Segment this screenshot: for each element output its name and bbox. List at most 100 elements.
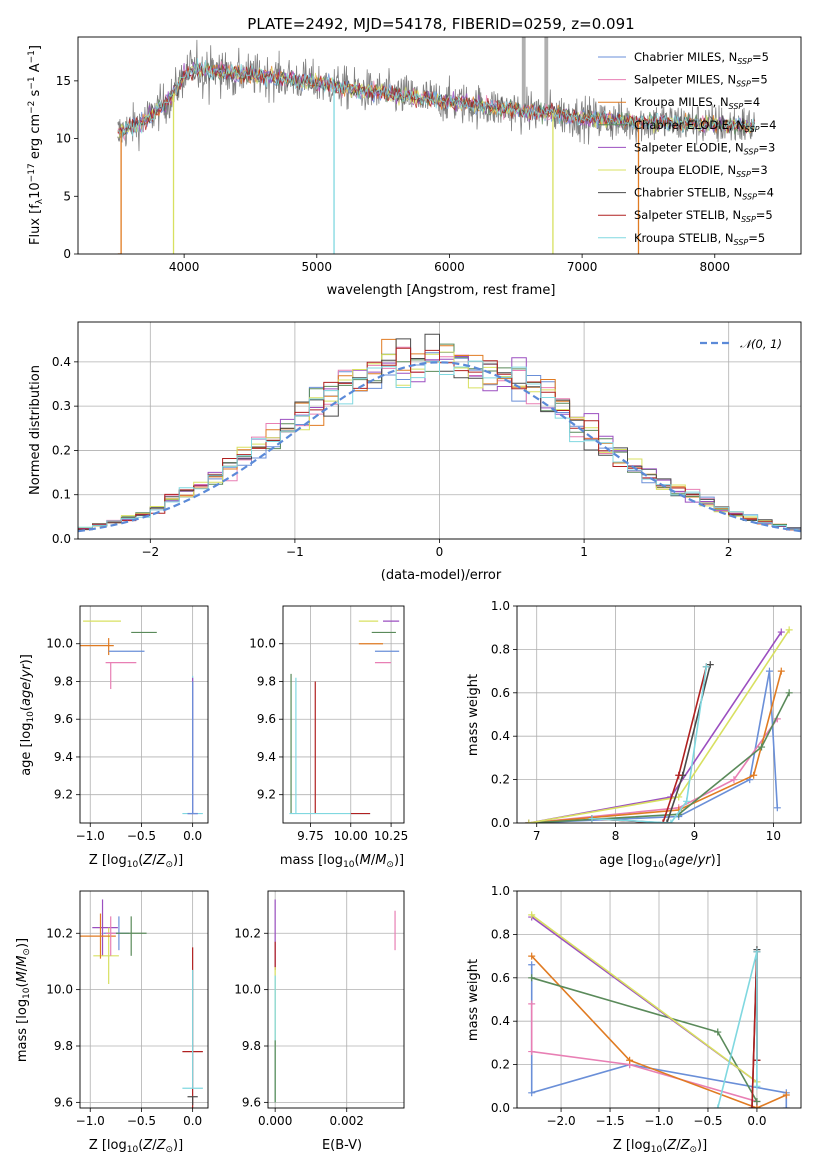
mass-vs-ebv-panel: 0.000 0.002 9.6 9.8 10.0 10.2 [234,890,405,1128]
weight-line [528,631,782,823]
weight-point [675,793,683,801]
y-tick-label: 10.0 [234,983,261,997]
weight-point [588,815,596,823]
x-tick-label: 10 [766,829,781,843]
plot-area [80,620,203,815]
w-age-ylabel: mass weight [466,674,481,756]
x-tick-label: 0.0 [183,829,202,843]
figure-title: PLATE=2492, MJD=54178, FIBERID=0259, z=0… [247,15,634,33]
weight-vs-z-panel: −2.0 −1.5 −1.0 −0.5 0.0 0.0 0.2 0.4 0.6 0.8 1.0 [491,884,802,1128]
x-tick-label: −2.0 [546,1114,575,1128]
legend-entry: 𝒩(0, 1) [740,337,782,351]
age-vs-z-panel: −1.0 −0.5 0.0 9.2 9.4 9.6 9.8 10.0 [46,605,209,843]
age-z-ylabel: age [log10(age/yr)] [19,654,36,776]
w-z-xlabel: Z [log10(Z/Z⊙)] [613,1138,707,1155]
plot-area [117,37,755,254]
y-tick-label: 1.0 [491,884,510,898]
y-tick-label: 9.4 [257,750,276,764]
legend-entry: Salpeter ELODIE, NSSP=3 [634,140,775,156]
x-tick-label: 9.75 [297,829,324,843]
axes-frame [79,890,209,1109]
y-tick-label: 10.2 [234,926,261,940]
y-tick-label: 0.2 [491,1058,510,1072]
y-tick-label: 0.6 [491,971,510,985]
y-tick-label: 1.0 [491,599,510,613]
weight-point [765,667,773,675]
age-mass-xlabel: mass [log10(M/M⊙)] [280,853,404,870]
y-tick-label: 5 [63,189,71,203]
y-tick-label: 0.0 [491,816,510,830]
x-tick-label: 0 [436,545,444,559]
x-tick-label: 5000 [302,260,333,274]
weight-point [528,1089,536,1097]
y-tick-label: 9.2 [54,788,73,802]
x-tick-label: 8 [612,829,620,843]
x-tick-label: 6000 [434,260,465,274]
x-tick-label: −0.5 [693,1114,722,1128]
weight-point [750,771,758,779]
weight-point [659,819,667,823]
residual-ylabel: Normed distribution [28,365,43,495]
age-vs-mass-panel: 9.75 10.00 10.25 9.2 9.4 9.6 9.8 10.0 [249,605,408,843]
y-tick-label: 0.2 [491,773,510,787]
weight-point [758,743,766,751]
weight-point [753,1104,761,1108]
weight-point [626,1056,634,1064]
y-tick-label: 0.8 [491,642,510,656]
axes-frame [516,605,802,824]
observed-spectrum [117,39,755,152]
spectrum-panel: 4000 5000 6000 7000 8000 0 5 10 15 Chabrier MILES… [56,36,802,274]
weight-point [525,819,533,823]
weight-line [591,664,712,823]
y-tick-label: 10.0 [46,983,73,997]
weight-point [782,1104,790,1108]
legend-entry: Chabrier MILES, NSSP=5 [634,50,769,66]
x-tick-label: 7 [533,829,541,843]
y-tick-label: 9.4 [54,750,73,764]
y-tick-label: 0 [63,247,71,261]
y-tick-label: 9.8 [257,674,276,688]
weight-line [531,955,787,1108]
y-tick-label: 9.6 [257,712,276,726]
w-z-ylabel: mass weight [466,959,481,1041]
x-tick-label: 7000 [567,260,598,274]
weight-point [667,819,675,823]
plot-area [78,333,801,533]
plot-area [525,626,793,823]
legend-entry: Salpeter MILES, NSSP=5 [634,73,768,89]
y-tick-label: 0.1 [52,488,71,502]
axes-frame [267,890,405,1109]
y-tick-label: 0.2 [52,443,71,457]
weight-line [591,666,708,823]
weight-point [782,1091,790,1099]
weight-point [777,667,785,675]
weight-point [777,628,785,636]
weight-point [706,661,714,669]
y-tick-label: 9.2 [257,788,276,802]
weight-point [753,948,761,956]
y-tick-label: 0.0 [491,1101,510,1115]
weight-point [730,776,738,784]
weight-point [702,663,710,671]
weight-line [528,629,790,823]
axes-frame [79,605,209,824]
weight-point [663,819,671,823]
y-tick-label: 0.4 [491,1014,510,1028]
plot-area [289,620,400,815]
weight-point [675,771,683,779]
legend-entry: Kroupa ELODIE, NSSP=3 [634,163,768,179]
x-tick-label: 10.00 [334,829,368,843]
y-tick-label: 9.6 [54,712,73,726]
plot-area [80,899,203,1108]
legend-entry: Kroupa STELIB, NSSP=5 [634,231,765,247]
weight-point [714,1028,722,1036]
weight-point [528,1048,536,1056]
y-tick-label: 9.8 [242,1039,261,1053]
y-tick-label: 10.2 [46,926,73,940]
model-spectrum-kstelib [117,58,755,141]
mass-z-ylabel: mass [log10(M/M⊙)] [15,938,32,1062]
x-tick-label: 0.0 [183,1114,202,1128]
residual-xlabel: (data-model)/error [381,568,502,583]
y-tick-label: 9.6 [54,1095,73,1109]
y-tick-label: 0.4 [491,729,510,743]
